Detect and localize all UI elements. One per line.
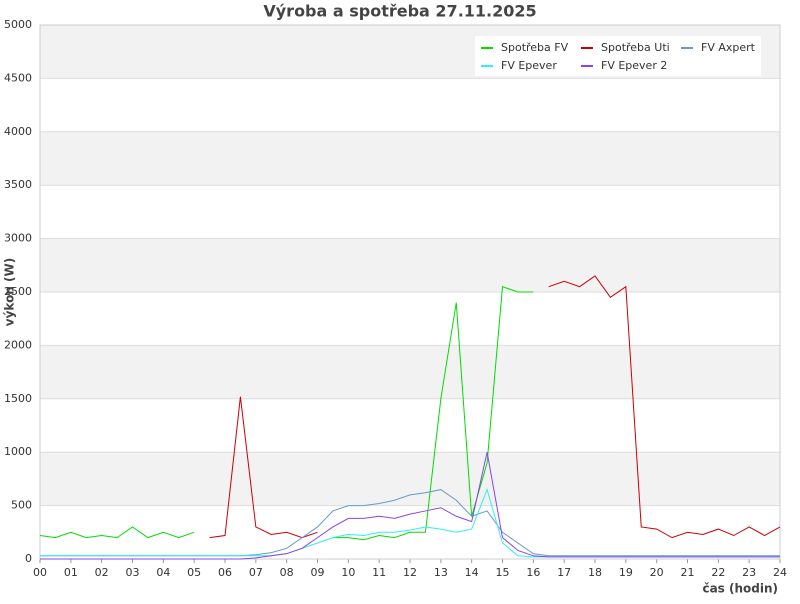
- legend-label: FV Epever 2: [601, 59, 667, 72]
- legend-label: Spotřeba Uti: [601, 41, 670, 54]
- x-tick-label: 24: [773, 566, 787, 579]
- legend-label: Spotřeba FV: [501, 41, 569, 54]
- series-line: [39, 285, 534, 541]
- x-tick-label: 02: [95, 566, 109, 579]
- series-line: [40, 452, 780, 560]
- grid-band: [40, 131, 780, 186]
- x-tick-label: 13: [434, 566, 448, 579]
- legend-box: [475, 36, 761, 76]
- y-tick-label: 5000: [4, 18, 32, 31]
- y-tick-label: 1000: [4, 445, 32, 458]
- grid-band: [40, 238, 780, 292]
- legend-label: FV Epever: [501, 59, 557, 72]
- y-axis-label: výkon (W): [3, 258, 17, 326]
- x-tick-label: 00: [33, 566, 47, 579]
- x-tick-label: 22: [711, 566, 725, 579]
- legend-label: FV Axpert: [701, 41, 756, 54]
- series-line: [209, 275, 781, 539]
- x-tick-label: 21: [681, 566, 695, 579]
- x-tick-label: 11: [372, 566, 386, 579]
- plot-border: [39, 24, 781, 560]
- x-tick-label: 17: [557, 566, 571, 579]
- x-tick-label: 04: [156, 566, 170, 579]
- x-tick-label: 09: [311, 566, 325, 579]
- x-tick-label: 20: [650, 566, 664, 579]
- chart-title: Výroba a spotřeba 27.11.2025: [263, 2, 536, 21]
- y-tick-label: 2500: [4, 285, 32, 298]
- x-tick-label: 10: [341, 566, 355, 579]
- grid-band: [40, 452, 780, 506]
- y-tick-label: 1500: [4, 392, 32, 405]
- y-tick-label: 4500: [4, 71, 32, 84]
- x-tick-label: 16: [526, 566, 540, 579]
- x-tick-label: 12: [403, 566, 417, 579]
- x-tick-label: 15: [496, 566, 510, 579]
- x-tick-label: 07: [249, 566, 263, 579]
- x-tick-label: 08: [280, 566, 294, 579]
- y-tick-label: 3500: [4, 178, 32, 191]
- x-axis-label: čas (hodin): [702, 582, 778, 596]
- y-tick-label: 2000: [4, 338, 32, 351]
- x-tick-label: 18: [588, 566, 602, 579]
- y-tick-label: 0: [25, 552, 32, 565]
- x-tick-label: 01: [64, 566, 78, 579]
- y-tick-label: 500: [11, 499, 32, 512]
- y-tick-label: 4000: [4, 125, 32, 138]
- x-tick-label: 14: [465, 566, 479, 579]
- x-tick-label: 03: [126, 566, 140, 579]
- grid-band: [40, 345, 780, 399]
- x-tick-label: 23: [742, 566, 756, 579]
- y-tick-label: 3000: [4, 232, 32, 245]
- x-tick-label: 05: [187, 566, 201, 579]
- x-tick-label: 19: [619, 566, 633, 579]
- x-tick-label: 06: [218, 566, 232, 579]
